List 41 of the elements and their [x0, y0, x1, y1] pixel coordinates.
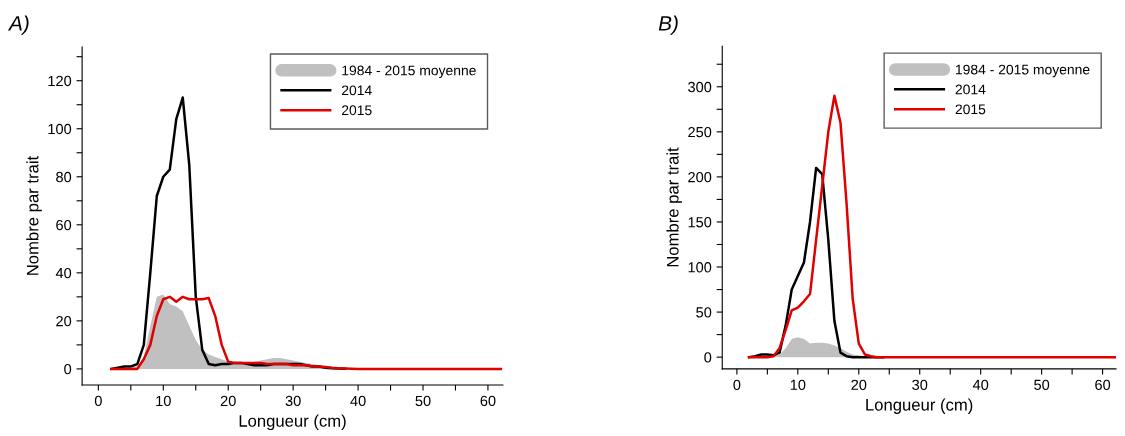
line-series	[747, 94, 1116, 359]
y-tick-label: 50	[696, 307, 712, 318]
chart-title: B)	[658, 15, 678, 35]
x-tick-label: 30	[285, 395, 301, 407]
y-tick-label: 100	[688, 262, 712, 273]
y-tick-label: 60	[56, 219, 72, 231]
x-tick-label: 60	[1095, 379, 1111, 390]
y-tick-label: 0	[704, 352, 712, 363]
x-tick-label: 40	[972, 379, 989, 390]
y-tick-label: 300	[688, 81, 712, 93]
legend-label: 2014	[341, 85, 372, 96]
chart-title: A)	[7, 15, 29, 35]
y-tick-label: 20	[56, 315, 72, 327]
x-axis-title: Longueur (cm)	[866, 398, 973, 414]
x-tick-label: 0	[733, 379, 741, 390]
y-tick-label: 0	[64, 364, 72, 375]
x-tick-label: 40	[350, 395, 366, 407]
y-tick-label: 150	[688, 217, 712, 228]
legend-label: 1984 - 2015 moyenne	[342, 65, 476, 79]
x-tick-label: 20	[851, 379, 867, 390]
x-tick-label: 20	[220, 395, 236, 407]
legend-label: 2015	[955, 104, 986, 115]
x-tick-label: 10	[790, 379, 806, 390]
legend-label: 2014	[955, 84, 986, 95]
x-axis-title: Longueur (cm)	[239, 414, 346, 431]
legend-label: 1984 - 2015 moyenne	[956, 64, 1090, 78]
y-tick-label: 120	[48, 75, 72, 87]
y-axis-title: Nombre par trait	[666, 147, 682, 267]
x-tick-label: 50	[1034, 379, 1050, 390]
y-tick-label: 200	[688, 172, 712, 183]
y-tick-label: 40	[55, 267, 72, 279]
legend-label: 2015	[341, 105, 372, 116]
x-tick-label: 30	[912, 379, 928, 390]
y-axis-title: Nombre par trait	[26, 155, 42, 275]
y-tick-label: 250	[688, 126, 712, 138]
x-tick-label: 50	[415, 395, 431, 407]
y-tick-label: 80	[56, 171, 72, 183]
y-tick-label: 100	[48, 123, 72, 135]
x-tick-label: 0	[94, 395, 102, 407]
x-tick-label: 10	[156, 395, 171, 407]
x-tick-label: 60	[480, 395, 496, 407]
